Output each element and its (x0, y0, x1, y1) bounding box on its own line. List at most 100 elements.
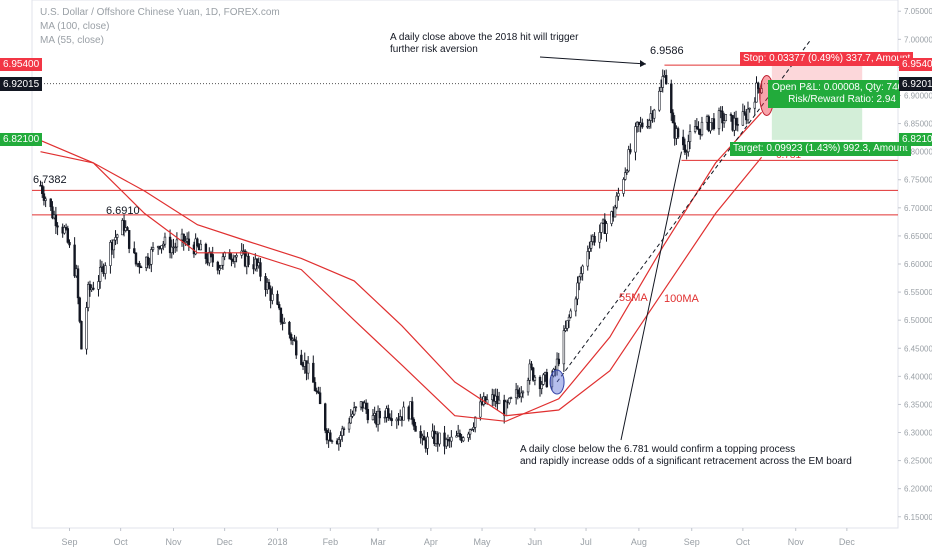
candle-body (410, 401, 414, 420)
candle-body (414, 425, 417, 432)
candle-body (162, 243, 165, 246)
candle-body (474, 416, 477, 428)
y-tick-label: 6.40000 (904, 372, 932, 381)
candle-body (743, 111, 746, 115)
candle-body (445, 439, 448, 447)
candle-body (729, 114, 733, 116)
candle-body (51, 206, 54, 219)
stop-box[interactable]: Stop: 0.03377 (0.49%) 337.7, Amount (740, 52, 914, 66)
candle-body (741, 111, 745, 126)
candle-body (276, 293, 279, 305)
candle-body (755, 82, 758, 103)
bottom-annotation: A daily close below the 6.781 would conf… (520, 444, 852, 468)
candle-body (175, 239, 179, 248)
candle-body (127, 230, 131, 249)
y-tick-label: 6.80000 (904, 148, 932, 157)
x-tick-label: Oct (114, 537, 129, 547)
candle-body (450, 436, 453, 442)
candle-body (168, 236, 172, 254)
pnl-text: Open P&L: 0.00008, Qty: 7403 (772, 82, 909, 93)
candle-body (173, 246, 177, 249)
candle-body (318, 392, 322, 405)
target-box[interactable]: Target: 0.09923 (1.43%) 992.3, Amount (730, 142, 911, 156)
candle-body (196, 238, 199, 247)
left-price-tag: 6.95400 (0, 58, 43, 72)
candle-body (542, 374, 545, 385)
candle-body (216, 261, 220, 271)
candle-body (126, 227, 129, 231)
candle-body (610, 211, 613, 224)
candle-body (687, 141, 690, 153)
x-tick-label: Nov (788, 537, 805, 547)
candle-body (613, 206, 617, 218)
candle-body (199, 243, 202, 251)
candle-body (68, 242, 71, 246)
candle-body (438, 432, 441, 445)
candle-body (354, 406, 358, 409)
candle-body (247, 255, 250, 265)
y-tick-label: 6.65000 (904, 232, 932, 241)
candle-body (586, 251, 589, 267)
candle-body (339, 435, 342, 440)
candle-body (700, 121, 704, 136)
plot-area (31, 0, 899, 529)
candle-body (504, 401, 508, 416)
chart-legend: U.S. Dollar / Offshore Chinese Yuan, 1D,… (40, 6, 280, 48)
x-tick-label: May (474, 537, 492, 547)
candle-body (221, 256, 225, 266)
high-label: 6.9586 (650, 45, 684, 57)
x-tick-label: Jun (528, 537, 543, 547)
candle-body (617, 193, 620, 197)
candle-body (748, 107, 751, 110)
candle-body (64, 227, 68, 229)
candle-body (531, 367, 535, 381)
candle-body (388, 417, 392, 419)
candle-body (41, 185, 44, 194)
x-tick-label: 2018 (267, 537, 287, 547)
x-tick-label: Mar (370, 537, 386, 547)
candle-body (204, 243, 208, 259)
annotation-arrow (539, 56, 647, 65)
candle-body (467, 433, 470, 438)
candle-body (341, 428, 344, 436)
candle-body (521, 391, 525, 394)
candle-body (540, 384, 543, 390)
candle-body (66, 228, 69, 243)
candle-body (664, 75, 668, 85)
candle-body (615, 195, 618, 208)
candle-body (641, 122, 644, 128)
candle-body (468, 429, 472, 435)
candle-body (589, 241, 593, 249)
candle-body (564, 328, 567, 331)
candle-body (724, 114, 728, 122)
y-tick-label: 6.15000 (904, 513, 932, 522)
y-tick-label: 6.35000 (904, 400, 932, 409)
pnl-box[interactable]: Open P&L: 0.00008, Qty: 7403 Risk/Reward… (768, 80, 909, 108)
legend-ma100: MA (100, close) (40, 21, 110, 32)
candle-body (233, 256, 237, 262)
candle-body (653, 109, 656, 119)
candle-body (371, 415, 375, 421)
candle-body (712, 118, 716, 130)
candle-body (530, 363, 533, 369)
candle-body (54, 214, 58, 227)
right-price-tag: 6.82100 (899, 132, 932, 146)
x-tick-label: Dec (839, 537, 856, 547)
candle-body (351, 413, 354, 417)
candle-body (533, 376, 537, 381)
candle-body (56, 225, 59, 228)
candle-body (721, 110, 724, 124)
candle-body (267, 282, 271, 289)
left-price-tag: 6.82100 (0, 132, 43, 146)
candle-body (85, 307, 88, 350)
y-tick-label: 6.50000 (904, 316, 932, 325)
x-tick-label: Apr (424, 537, 438, 547)
y-tick-label: 6.60000 (904, 260, 932, 269)
candle-body (139, 266, 143, 269)
candle-body (622, 179, 625, 194)
candle-body (646, 125, 649, 128)
y-tick-label: 6.85000 (904, 120, 932, 129)
ma100-label: 100MA (664, 293, 699, 305)
candle-body (545, 372, 549, 388)
